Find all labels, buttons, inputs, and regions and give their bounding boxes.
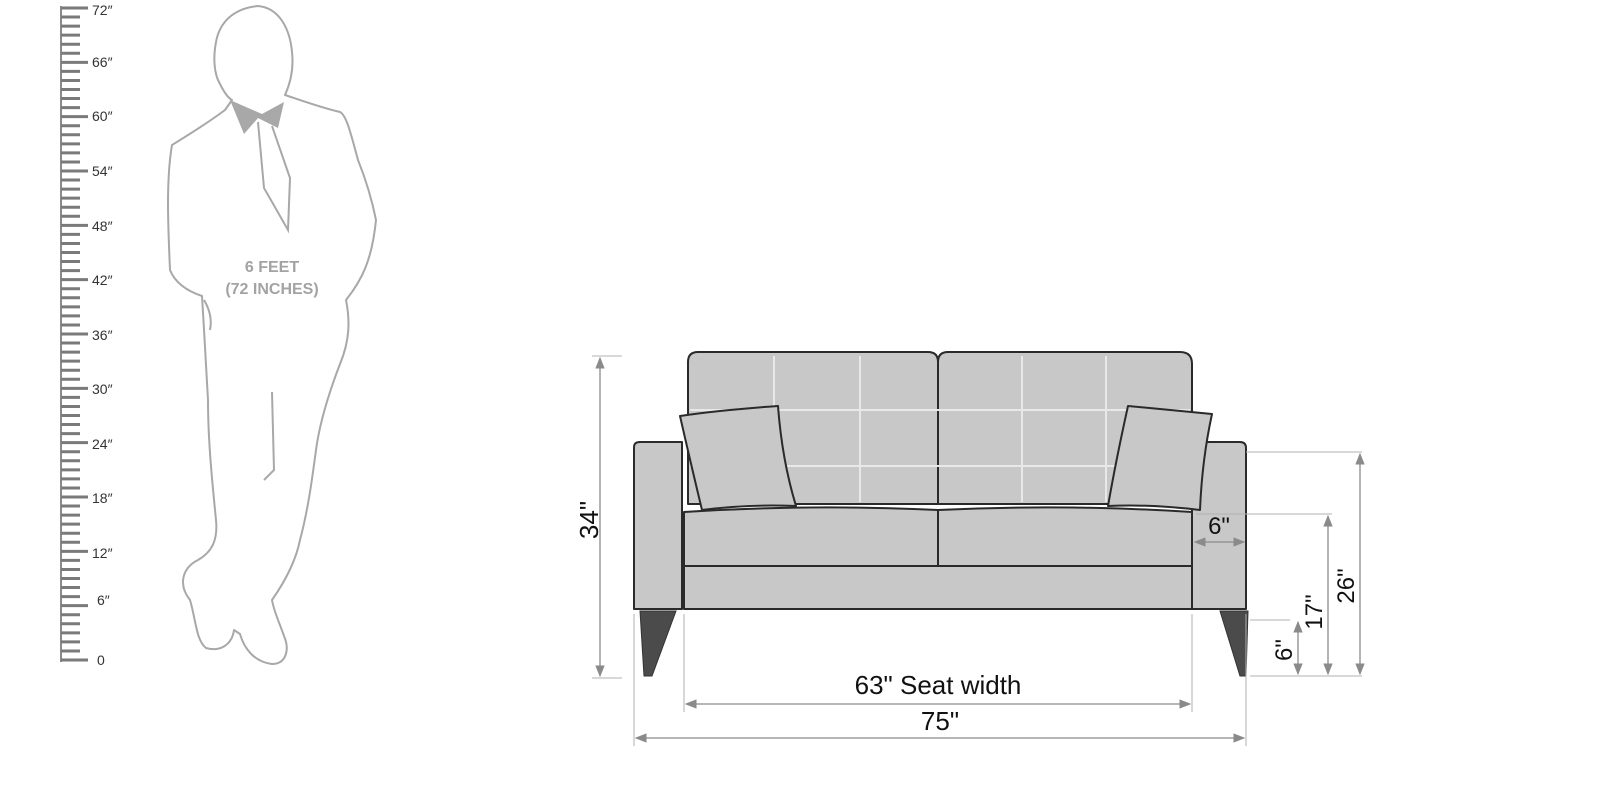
- sofa-dimensions: 34" 6" 6" 17" 26" 63" Seat width 75": [574, 355, 1365, 746]
- person-silhouette: 6 FEET (72 INCHES): [167, 5, 377, 665]
- seat-width-label: 63" Seat width: [855, 670, 1022, 700]
- person-outline: [167, 5, 377, 665]
- left-leg: [639, 610, 677, 677]
- seat-cushion-left: [683, 506, 939, 567]
- ruler-labels: 72″ 66″ 60″ 54″ 48″ 42″ 36″ 30″ 24″ 18″ …: [92, 2, 113, 668]
- sofa-front-view: [633, 351, 1249, 677]
- person-collar-icon: [230, 100, 284, 134]
- ruler-label-54: 54″: [92, 163, 113, 179]
- ruler-label-36: 36″: [92, 327, 113, 343]
- left-arm: [633, 441, 683, 610]
- ruler-label-0: 0: [97, 652, 105, 668]
- leg-height-label: 6": [1271, 639, 1298, 661]
- ruler-label-42: 42″: [92, 272, 113, 288]
- arm-height-label: 26": [1333, 568, 1360, 603]
- sofa-base: [683, 565, 1193, 610]
- ruler-ticks: [61, 6, 88, 662]
- arm-width-label: 6": [1208, 513, 1230, 540]
- ruler-label-24: 24″: [92, 436, 113, 452]
- overall-height-label: 34": [574, 501, 604, 539]
- right-leg: [1219, 610, 1249, 677]
- person-legs-detail: [263, 391, 276, 481]
- person-height-inches-label: (72 INCHES): [225, 281, 318, 298]
- throw-pillow-right: [1107, 405, 1213, 511]
- ruler-label-66: 66″: [92, 54, 113, 70]
- right-arm: [1191, 441, 1247, 610]
- overall-width-label: 75": [921, 706, 959, 736]
- ruler-label-30: 30″: [92, 381, 113, 397]
- seat-height-label: 17": [1301, 594, 1328, 629]
- person-tie-icon: [257, 121, 292, 234]
- person-arm-detail: [203, 299, 212, 331]
- height-ruler: 72″ 66″ 60″ 54″ 48″ 42″ 36″ 30″ 24″ 18″ …: [60, 2, 113, 668]
- person-height-label: 6 FEET: [245, 259, 299, 276]
- ruler-label-12: 12″: [92, 545, 113, 561]
- ruler-label-18: 18″: [92, 490, 113, 506]
- ruler-label-72: 72″: [92, 2, 113, 18]
- seat-cushion-right: [937, 506, 1193, 567]
- throw-pillow-left: [679, 405, 797, 511]
- ruler-label-60: 60″: [92, 108, 113, 124]
- ruler-label-6: 6″: [97, 592, 110, 608]
- ruler-label-48: 48″: [92, 218, 113, 234]
